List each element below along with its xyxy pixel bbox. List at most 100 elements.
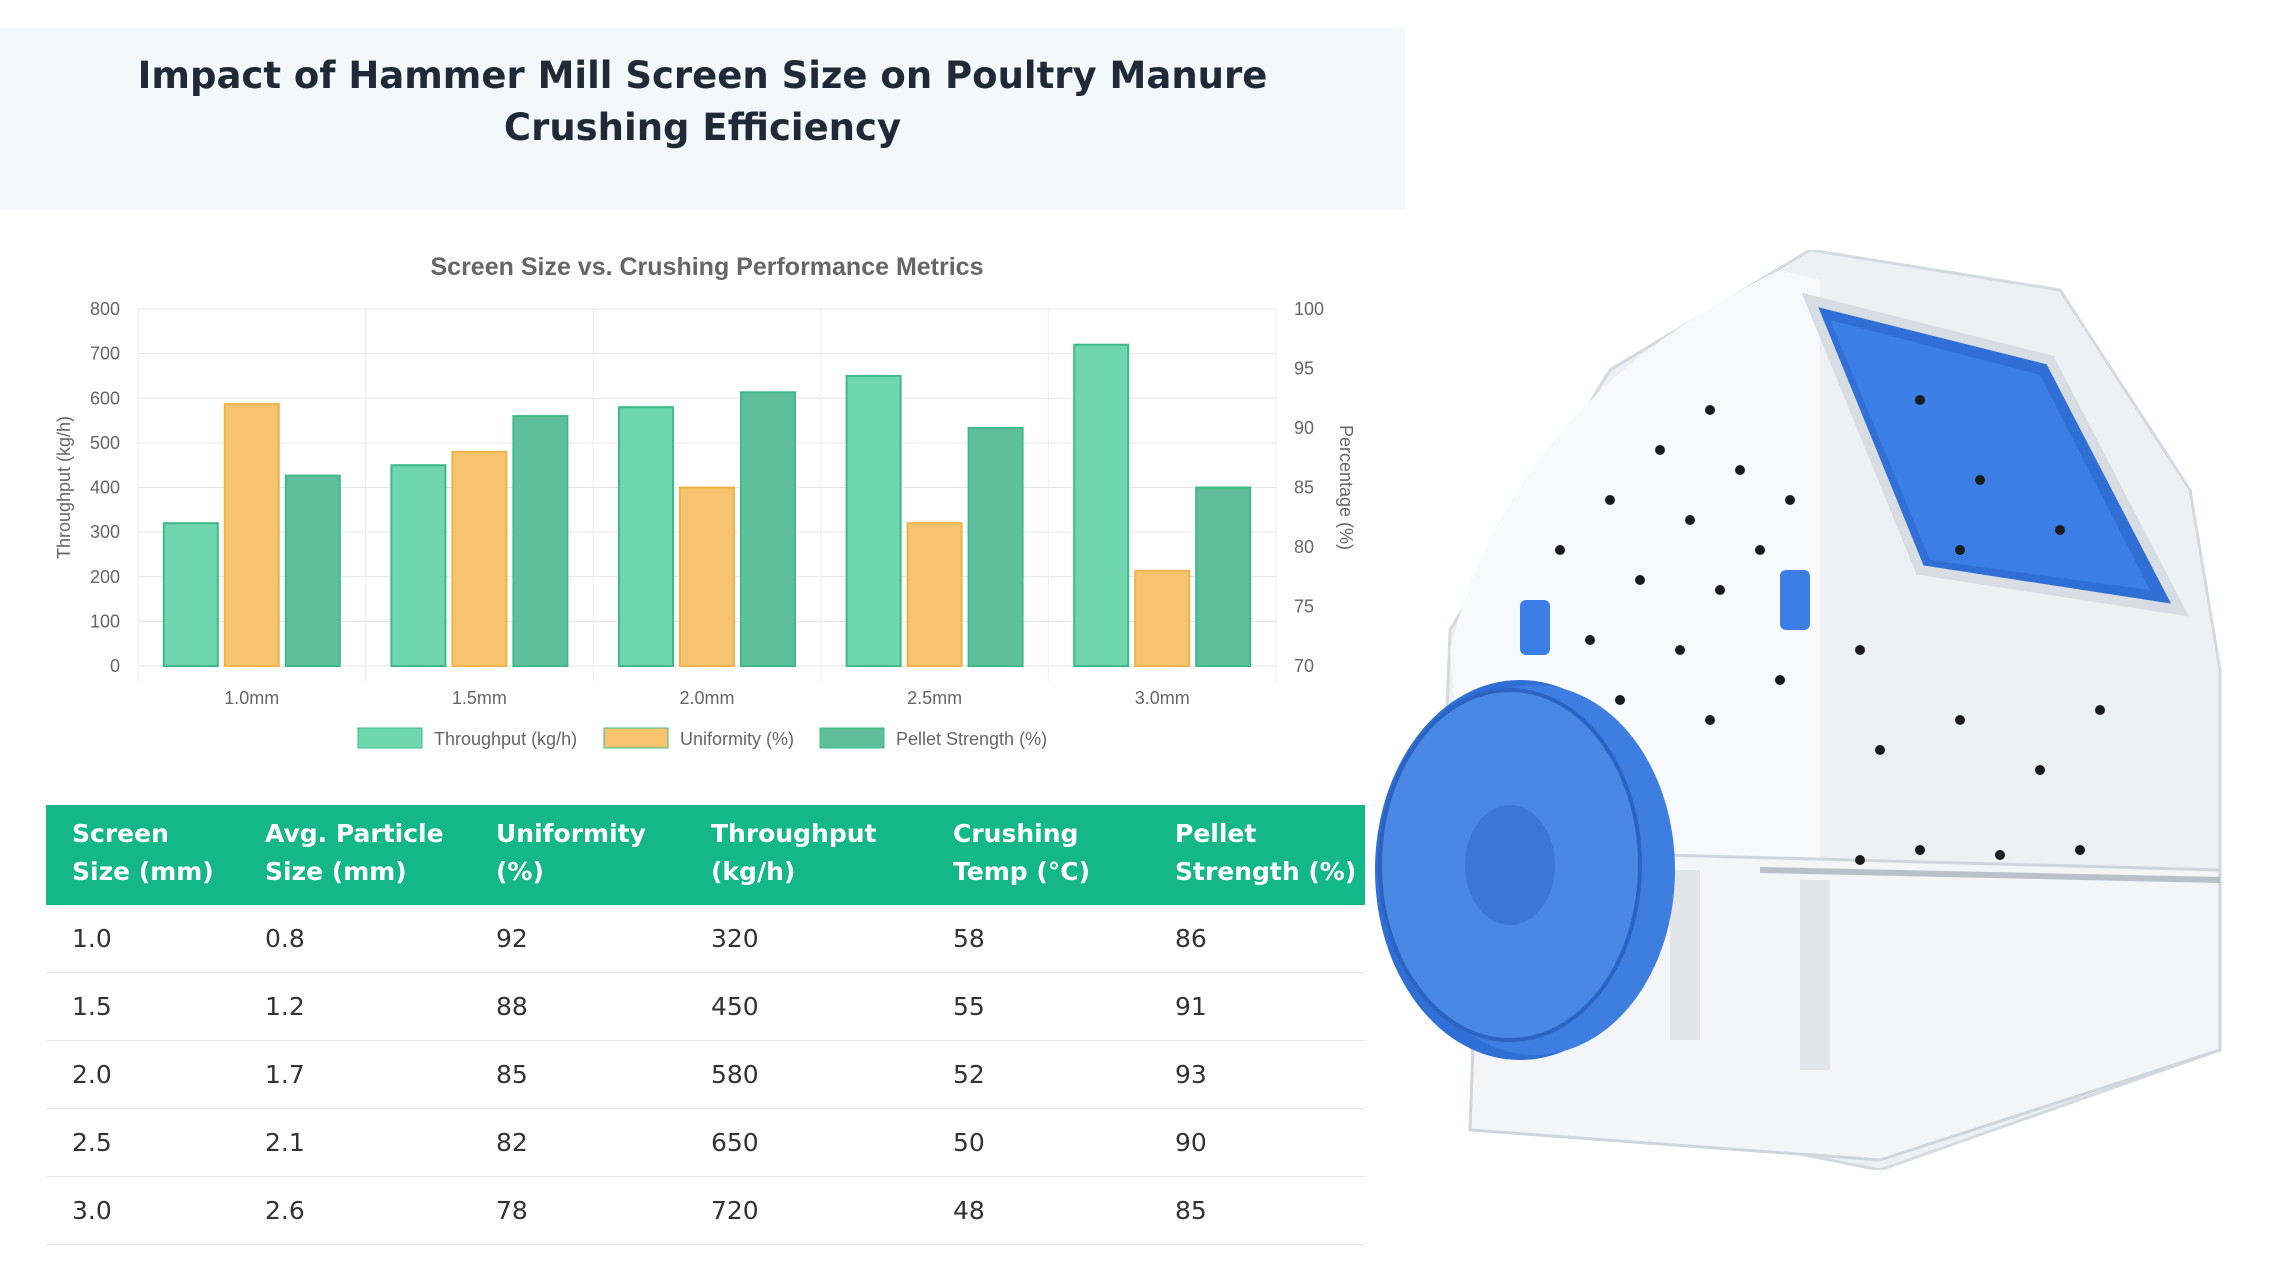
x-tick-label: 2.5mm [907,688,962,708]
bar-uniformity [451,450,508,667]
y-tick-label: 700 [90,344,120,364]
bar-pellet [740,391,796,668]
column-header-line: Uniformity [496,819,646,848]
bar-throughput [162,522,219,668]
table-cell: 78 [470,1176,685,1245]
bar-pellet [512,415,569,667]
column-header-line: Temp (°C) [953,857,1091,886]
legend-swatch [819,727,885,749]
table-cell: 55 [927,972,1149,1041]
y2-tick-label: 85 [1294,478,1314,498]
y2-tick-label: 100 [1294,299,1324,319]
legend-label: Pellet Strength (%) [896,729,1047,749]
column-header-line: Strength (%) [1175,857,1357,886]
column-header: Avg. Particle Size (mm) [239,805,470,905]
table-row: 2.0 1.7 85 580 52 93 [46,1040,1365,1109]
x-tick-label: 1.0mm [224,688,279,708]
table-body: 1.0 0.8 92 320 58 86 1.5 1.2 88 450 55 91 2.0 1.7 85 58… [46,905,1365,1245]
table-cell: 720 [685,1176,927,1245]
y-tick-label: 300 [90,522,120,542]
bar-uniformity [1134,569,1191,667]
hammer-mill-image [1375,250,2222,1170]
page-title: Impact of Hammer Mill Screen Size on Pou… [137,54,1268,149]
column-header: Crushing Temp (°C) [927,805,1149,905]
bar-throughput [618,406,674,668]
legend-label: Uniformity (%) [680,729,794,749]
legend-label: Throughput (kg/h) [434,729,577,749]
column-header-line: Avg. Particle [265,819,444,848]
bar-uniformity [223,403,280,667]
table-cell: 0.8 [239,905,470,973]
x-tick-label: 3.0mm [1135,688,1190,708]
table-cell: 2.1 [239,1108,470,1177]
y2-tick-label: 95 [1294,359,1314,379]
title-panel: Impact of Hammer Mill Screen Size on Pou… [0,28,1405,210]
table-cell: 82 [470,1108,685,1177]
table-cell: 91 [1149,972,1365,1041]
table-cell: 88 [470,972,685,1041]
table-cell: 2.5 [46,1108,239,1177]
table-header-row: Screen Size (mm) Avg. Particle Size (mm) Uni… [46,805,1365,905]
table-cell: 580 [685,1040,927,1109]
table-cell: 93 [1149,1040,1365,1109]
table-cell: 50 [927,1108,1149,1177]
data-table: Screen Size (mm) Avg. Particle Size (mm) Uni… [46,805,1365,1245]
table-cell: 2.0 [46,1040,239,1109]
table-cell: 3.0 [46,1176,239,1245]
bar-throughput [1073,343,1130,667]
x-tick-label: 1.5mm [452,688,507,708]
bar-chart: Screen Size vs. Crushing Performance Met… [54,253,1356,749]
y2-tick-label: 75 [1294,597,1314,617]
table-cell: 2.6 [239,1176,470,1245]
y2-tick-label: 70 [1294,656,1314,676]
table-cell: 52 [927,1040,1149,1109]
column-header-line: (%) [496,857,544,886]
table-cell: 48 [927,1176,1149,1245]
bar-throughput [845,374,902,667]
column-header: Pellet Strength (%) [1149,805,1365,905]
column-header: Throughput (kg/h) [685,805,927,905]
table-row: 1.0 0.8 92 320 58 86 [46,905,1365,973]
y-tick-label: 100 [90,611,120,631]
y-tick-label: 600 [90,388,120,408]
table-cell: 1.7 [239,1040,470,1109]
y2-axis-title: Percentage (%) [1336,425,1356,550]
table-cell: 1.5 [46,972,239,1041]
column-header-line: Crushing [953,819,1079,848]
y-tick-label: 400 [90,478,120,498]
column-header: Uniformity (%) [470,805,685,905]
legend-swatch [357,727,423,749]
y-axis-title: Throughput (kg/h) [54,416,74,559]
legend-swatch [603,727,669,749]
y-tick-label: 200 [90,567,120,587]
table-row: 1.5 1.2 88 450 55 91 [46,972,1365,1041]
bar-throughput [390,464,447,667]
table-cell: 320 [685,905,927,973]
table-row: 2.5 2.1 82 650 50 90 [46,1108,1365,1177]
column-header-line: Throughput [711,819,877,848]
column-header-line: Size (mm) [72,857,214,886]
y-tick-label: 800 [90,299,120,319]
table-cell: 58 [927,905,1149,973]
column-header-line: Screen [72,819,169,848]
x-tick-label: 2.0mm [679,688,734,708]
y-tick-label: 500 [90,433,120,453]
table-cell: 1.0 [46,905,239,973]
column-header-line: (kg/h) [711,857,796,886]
table-cell: 1.2 [239,972,470,1041]
table-cell: 86 [1149,905,1365,973]
column-header-line: Pellet [1175,819,1257,848]
bar-pellet [967,427,1024,667]
table-cell: 85 [470,1040,685,1109]
y-tick-label: 0 [110,656,120,676]
table-cell: 450 [685,972,927,1041]
table-cell: 650 [685,1108,927,1177]
bar-uniformity [906,522,963,668]
column-header: Screen Size (mm) [46,805,239,905]
table-row: 3.0 2.6 78 720 48 85 [46,1176,1365,1245]
y2-tick-label: 90 [1294,418,1314,438]
bar-pellet [1195,486,1252,667]
table-cell: 92 [470,905,685,973]
column-header-line: Size (mm) [265,857,407,886]
table-cell: 90 [1149,1108,1365,1177]
